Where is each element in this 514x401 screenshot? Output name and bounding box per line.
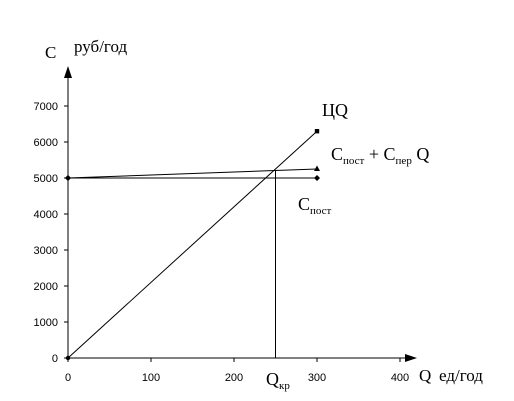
x-axis-arrow — [405, 354, 417, 362]
y-tick-label: 2000 — [34, 281, 58, 293]
x-tick-label: 0 — [65, 372, 71, 384]
x-axis-unit: ед/год — [439, 366, 483, 385]
y-tick-label: 7000 — [34, 101, 58, 113]
axes: 0 100 200 300 400010002000300040005000600070… — [34, 66, 417, 384]
y-tick-label: 4000 — [34, 209, 58, 221]
y-tick-label: 6000 — [34, 137, 58, 149]
x-tick-label: 200 — [225, 372, 243, 384]
total-cost-label: Cпост + Cпер Q — [331, 144, 429, 167]
fixed-cost-line-end-marker — [314, 175, 320, 181]
revenue-line — [67, 130, 318, 359]
y-tick-label: 5000 — [34, 173, 58, 185]
revenue-label: ЦQ — [322, 100, 348, 120]
y-tick-label: 1000 — [34, 317, 58, 329]
revenue-line-end-marker — [314, 129, 320, 134]
break-even-label: Qкр — [266, 369, 290, 392]
x-tick-label: 100 — [142, 372, 160, 384]
x-tick-label: 400 — [391, 372, 409, 384]
total-cost-line-end-marker — [314, 165, 320, 171]
fixed-cost-label: Cпост — [298, 194, 332, 217]
x-axis-symbol: Q — [419, 366, 431, 385]
y-axis-arrow — [64, 66, 72, 78]
y-axis-symbol: C — [45, 43, 56, 62]
y-tick-label: 0 — [52, 353, 58, 365]
x-tick-label: 300 — [308, 372, 326, 384]
y-axis-unit: руб/год — [74, 37, 127, 56]
series-layer — [65, 129, 320, 361]
total-cost-line — [67, 168, 318, 179]
revenue-line-start-marker — [65, 355, 71, 361]
y-tick-label: 3000 — [34, 245, 58, 257]
fixed-cost-line-start-marker — [65, 175, 71, 181]
